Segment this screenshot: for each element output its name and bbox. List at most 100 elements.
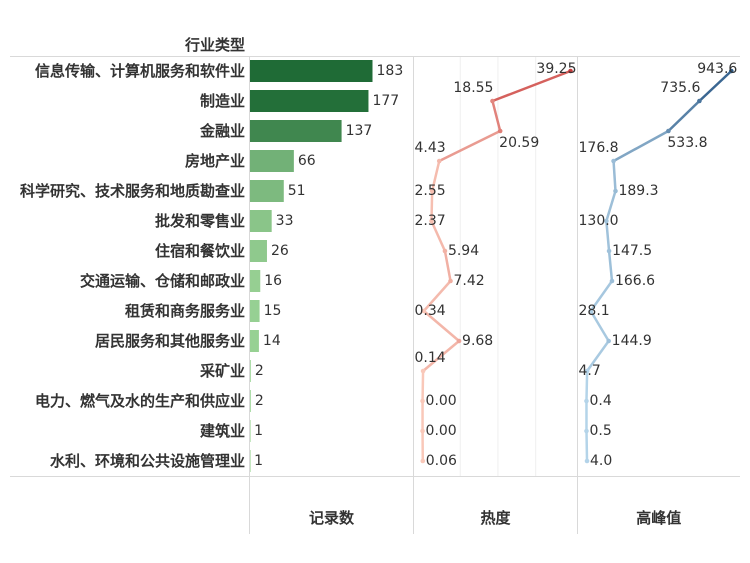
category-label: 电力、燃气及水的生产和供应业 — [35, 392, 245, 410]
heat-value-label: 2.55 — [415, 183, 446, 199]
count-bar — [250, 300, 260, 322]
count-bar — [250, 390, 251, 412]
peak-value-label: 0.5 — [589, 423, 611, 439]
category-label: 采矿业 — [199, 362, 245, 380]
peak-line-segment — [667, 99, 701, 133]
category-label: 居民服务和其他服务业 — [95, 332, 245, 350]
peak-value-label: 735.6 — [660, 80, 700, 96]
count-bar — [250, 210, 272, 232]
heat-point — [442, 248, 448, 254]
count-bar — [250, 420, 251, 442]
count-bar-series: 183 177 137 66 51 33 26 16 15 14 2 2 1 1 — [250, 60, 403, 472]
category-label: 租赁和商务服务业 — [125, 302, 245, 320]
count-value-label: 137 — [346, 123, 373, 139]
count-bar — [250, 90, 369, 112]
peak-value-label: 130.0 — [579, 213, 619, 229]
peak-point — [588, 308, 594, 314]
heat-point — [421, 308, 427, 314]
heat-point — [429, 188, 435, 194]
peak-point — [606, 338, 611, 344]
peak-line-segment — [612, 159, 617, 193]
heat-point — [497, 128, 503, 134]
heat-point — [456, 338, 462, 344]
peak-value-label: 28.1 — [579, 303, 610, 319]
peak-point — [584, 428, 589, 434]
count-bar — [250, 270, 261, 292]
heat-point — [420, 398, 425, 404]
peak-value-label: 144.9 — [612, 333, 652, 349]
heat-line-segment — [422, 309, 461, 343]
peak-line-segment — [605, 189, 617, 223]
count-bar — [250, 60, 373, 82]
count-value-label: 2 — [255, 393, 264, 409]
heat-line-segment — [430, 219, 447, 253]
peak-line-segment — [612, 129, 670, 163]
category-labels: 信息传输、计算机服务和软件业制造业金融业房地产业科学研究、技术服务和地质勘查业批… — [20, 62, 245, 470]
peak-point — [611, 158, 616, 164]
peak-point — [584, 458, 590, 464]
heat-value-label: 39.25 — [536, 61, 576, 77]
heat-line-segment — [422, 279, 452, 313]
peak-point — [584, 398, 589, 404]
heat-line-segment — [421, 339, 461, 373]
peak-value-label: 4.7 — [579, 363, 601, 379]
count-bar — [250, 240, 267, 262]
category-label: 交通运输、仓储和邮政业 — [80, 272, 245, 290]
heat-value-label: 0.00 — [426, 423, 457, 439]
peak-value-label: 147.5 — [612, 243, 652, 259]
peak-value-label: 176.8 — [579, 140, 619, 156]
peak-line-segment — [605, 219, 611, 253]
peak-line-series: 943.6 735.6 533.8 176.8 189.3 130.0 147.5 166.6… — [579, 61, 738, 469]
count-value-label: 16 — [264, 273, 282, 289]
heat-line-segment — [430, 159, 441, 193]
count-value-label: 2 — [255, 363, 264, 379]
count-bar — [250, 120, 342, 142]
heat-value-label: 4.43 — [415, 140, 446, 156]
heat-value-label: 0.00 — [426, 393, 457, 409]
category-label: 信息传输、计算机服务和软件业 — [35, 62, 245, 80]
heat-point — [420, 458, 426, 464]
category-label: 房地产业 — [185, 152, 245, 170]
category-label: 科学研究、技术服务和地质勘查业 — [20, 182, 245, 200]
heat-line-segment — [491, 99, 502, 133]
count-bar — [250, 360, 251, 382]
category-label: 批发和零售业 — [155, 212, 245, 230]
heat-value-label: 2.37 — [415, 213, 446, 229]
peak-value-label: 166.6 — [615, 273, 655, 289]
peak-column-header: 高峰值 — [636, 509, 681, 527]
peak-point — [606, 248, 612, 254]
category-label: 住宿和餐饮业 — [155, 242, 245, 260]
heat-value-label: 20.59 — [499, 135, 539, 151]
peak-value-label: 943.6 — [697, 61, 737, 77]
heat-value-label: 0.34 — [415, 303, 446, 319]
table-rules — [10, 56, 740, 534]
count-value-label: 183 — [377, 63, 404, 79]
heat-line-segment — [443, 249, 452, 283]
peak-line-segment — [589, 279, 614, 313]
heat-point — [429, 218, 434, 224]
count-value-label: 1 — [254, 453, 263, 469]
count-value-label: 51 — [288, 183, 306, 199]
peak-point — [729, 68, 734, 74]
heat-value-label: 9.68 — [462, 333, 493, 349]
peak-value-label: 4.0 — [590, 453, 612, 469]
heat-point — [490, 98, 495, 104]
peak-line-segment — [607, 249, 614, 283]
category-label: 金融业 — [199, 122, 245, 140]
count-bar — [250, 150, 294, 172]
heat-column-header: 热度 — [480, 509, 511, 527]
peak-line-segment — [585, 429, 589, 463]
heat-point — [568, 68, 573, 74]
heat-value-label: 0.14 — [415, 350, 446, 366]
heat-point — [448, 278, 453, 284]
category-label: 制造业 — [200, 92, 245, 110]
count-bar — [250, 180, 284, 202]
peak-point — [613, 188, 618, 194]
count-value-label: 66 — [298, 153, 316, 169]
heat-line-segment — [430, 189, 434, 223]
count-bar — [250, 330, 259, 352]
count-value-label: 177 — [372, 93, 399, 109]
peak-value-label: 0.4 — [589, 393, 611, 409]
